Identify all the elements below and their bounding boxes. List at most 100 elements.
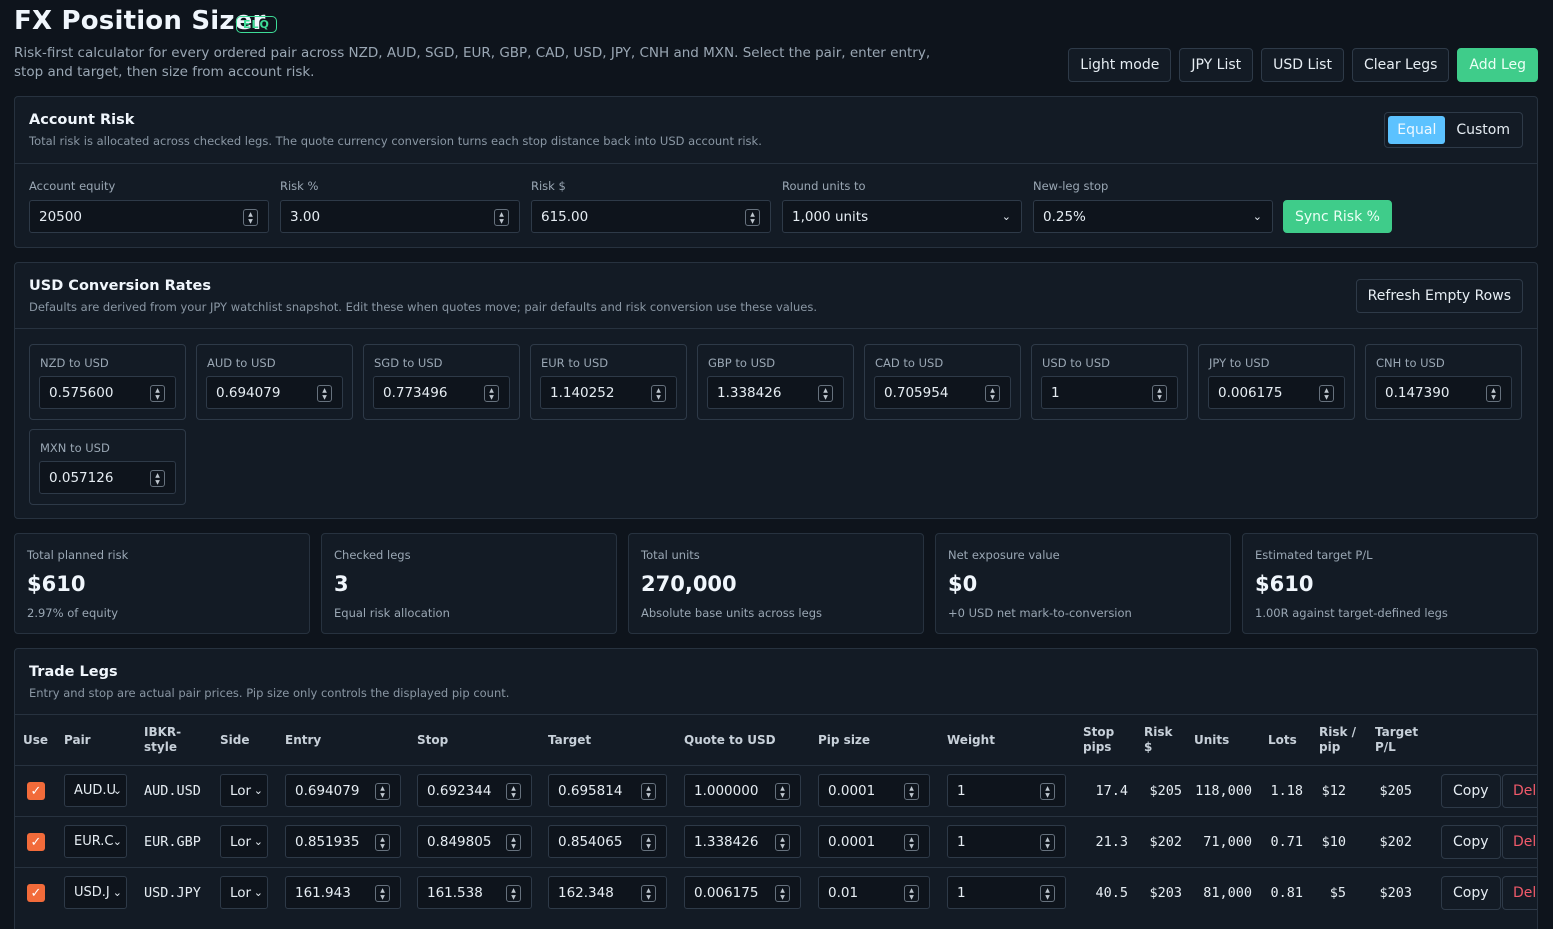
spinner-icon[interactable]: ▲ ▼ [150, 470, 165, 487]
target-pl-value: $205 [1379, 783, 1412, 799]
spinner-icon[interactable]: ▲ ▼ [775, 834, 790, 851]
copy-leg-button[interactable]: Copy [1441, 876, 1501, 910]
spinner-icon[interactable]: ▲ ▼ [641, 783, 656, 800]
spinner-icon[interactable]: ▲ ▼ [775, 885, 790, 902]
spinner-icon[interactable]: ▲ ▼ [375, 834, 390, 851]
target-input[interactable]: 0.695814 ▲ ▼ [548, 774, 667, 807]
col-risk-line1: Risk [1144, 725, 1173, 739]
spinner-icon[interactable]: ▲ ▼ [150, 385, 165, 402]
spinner-icon[interactable]: ▲ ▼ [1040, 834, 1055, 851]
rate-input-nzd[interactable]: 0.575600 ▲ ▼ [39, 376, 176, 409]
spinner-icon[interactable]: ▲ ▼ [818, 385, 833, 402]
weight-input[interactable]: 1 ▲ ▼ [947, 876, 1066, 909]
risk-usd-label: Risk $ [531, 179, 566, 193]
stat-label: Checked legs [334, 548, 411, 562]
stat-sub: +0 USD net mark-to-conversion [948, 606, 1132, 620]
spinner-icon[interactable]: ▲ ▼ [904, 834, 919, 851]
rate-input-gbp[interactable]: 1.338426 ▲ ▼ [707, 376, 844, 409]
stat-label: Total planned risk [27, 548, 129, 562]
rate-input-cad[interactable]: 0.705954 ▲ ▼ [874, 376, 1011, 409]
allocation-equal-button[interactable]: Equal [1388, 116, 1446, 144]
stop-input[interactable]: 161.538 ▲ ▼ [417, 876, 532, 909]
rate-input-aud[interactable]: 0.694079 ▲ ▼ [206, 376, 343, 409]
target-input[interactable]: 0.854065 ▲ ▼ [548, 825, 667, 858]
spinner-icon[interactable]: ▲ ▼ [985, 385, 1000, 402]
side-select[interactable]: Lor ⌄ [220, 774, 268, 807]
trade-legs-title: Trade Legs [29, 664, 118, 680]
equity-input[interactable]: 20500 ▲ ▼ [29, 200, 269, 233]
use-checkbox[interactable]: ✓ [27, 884, 45, 902]
spinner-icon[interactable]: ▲ ▼ [1486, 385, 1501, 402]
light-mode-button[interactable]: Light mode [1068, 48, 1172, 82]
risk-usd-spinner-icon[interactable]: ▲ ▼ [745, 209, 760, 226]
spinner-icon[interactable]: ▲ ▼ [651, 385, 666, 402]
spinner-icon[interactable]: ▲ ▼ [1040, 885, 1055, 902]
rate-input-mxn[interactable]: 0.057126 ▲ ▼ [39, 461, 176, 494]
spinner-icon[interactable]: ▲ ▼ [641, 834, 656, 851]
pair-select[interactable]: USD.J ⌄ [64, 876, 127, 909]
pair-select[interactable]: AUD.U ⌄ [64, 774, 127, 807]
spinner-icon[interactable]: ▲ ▼ [1040, 783, 1055, 800]
quote-usd-input[interactable]: 0.006175 ▲ ▼ [684, 876, 801, 909]
rate-card-jpy: JPY to USD 0.006175 ▲ ▼ [1198, 344, 1355, 420]
jpy-list-button[interactable]: JPY List [1179, 48, 1254, 82]
weight-input[interactable]: 1 ▲ ▼ [947, 774, 1066, 807]
side-select[interactable]: Lor ⌄ [220, 825, 268, 858]
rate-input-cnh[interactable]: 0.147390 ▲ ▼ [1375, 376, 1512, 409]
spinner-icon[interactable]: ▲ ▼ [641, 885, 656, 902]
spinner-icon[interactable]: ▲ ▼ [375, 783, 390, 800]
spinner-icon[interactable]: ▲ ▼ [506, 885, 521, 902]
target-input[interactable]: 162.348 ▲ ▼ [548, 876, 667, 909]
round-units-select[interactable]: 1,000 units ⌄ [782, 200, 1022, 233]
copy-leg-button[interactable]: Copy [1441, 774, 1501, 808]
pip-size-input[interactable]: 0.01 ▲ ▼ [818, 876, 930, 909]
use-checkbox[interactable]: ✓ [27, 833, 45, 851]
quote-usd-input[interactable]: 1.000000 ▲ ▼ [684, 774, 801, 807]
spinner-icon[interactable]: ▲ ▼ [1319, 385, 1334, 402]
equity-spinner-icon[interactable]: ▲ ▼ [243, 209, 258, 226]
risk-usd-input[interactable]: 615.00 ▲ ▼ [531, 200, 771, 233]
side-select[interactable]: Lor ⌄ [220, 876, 268, 909]
spinner-icon[interactable]: ▲ ▼ [375, 885, 390, 902]
use-checkbox[interactable]: ✓ [27, 782, 45, 800]
stop-input[interactable]: 0.849805 ▲ ▼ [417, 825, 532, 858]
pip-size-input[interactable]: 0.0001 ▲ ▼ [818, 825, 930, 858]
spinner-icon[interactable]: ▲ ▼ [904, 783, 919, 800]
pip-size-input[interactable]: 0.0001 ▲ ▼ [818, 774, 930, 807]
delete-leg-button[interactable]: Del [1502, 876, 1537, 910]
rate-input-sgd[interactable]: 0.773496 ▲ ▼ [373, 376, 510, 409]
add-leg-button[interactable]: Add Leg [1457, 48, 1538, 82]
usd-list-button[interactable]: USD List [1261, 48, 1344, 82]
refresh-empty-rows-button[interactable]: Refresh Empty Rows [1355, 279, 1523, 313]
rate-label: USD to USD [1042, 356, 1111, 370]
spinner-icon[interactable]: ▲ ▼ [506, 783, 521, 800]
col-risk: Risk $ [1144, 725, 1172, 755]
new-leg-stop-select[interactable]: 0.25% ⌄ [1033, 200, 1273, 233]
delete-leg-button[interactable]: Del [1502, 825, 1537, 859]
copy-leg-button[interactable]: Copy [1441, 825, 1501, 859]
rate-input-jpy[interactable]: 0.006175 ▲ ▼ [1208, 376, 1345, 409]
entry-input[interactable]: 161.943 ▲ ▼ [285, 876, 401, 909]
spinner-icon[interactable]: ▲ ▼ [904, 885, 919, 902]
spinner-icon[interactable]: ▲ ▼ [506, 834, 521, 851]
pair-select[interactable]: EUR.C ⌄ [64, 825, 127, 858]
delete-leg-button[interactable]: Del [1502, 774, 1537, 808]
sync-risk-button[interactable]: Sync Risk % [1283, 200, 1392, 233]
allocation-custom-button[interactable]: Custom [1456, 122, 1510, 138]
weight-input[interactable]: 1 ▲ ▼ [947, 825, 1066, 858]
spinner-icon[interactable]: ▲ ▼ [1152, 385, 1167, 402]
spinner-icon[interactable]: ▲ ▼ [484, 385, 499, 402]
stop-value: 161.538 [427, 884, 483, 901]
risk-pct-input[interactable]: 3.00 ▲ ▼ [280, 200, 520, 233]
rate-input-eur[interactable]: 1.140252 ▲ ▼ [540, 376, 677, 409]
entry-input[interactable]: 0.851935 ▲ ▼ [285, 825, 401, 858]
spinner-icon[interactable]: ▲ ▼ [317, 385, 332, 402]
spinner-icon[interactable]: ▲ ▼ [775, 783, 790, 800]
stat-label: Net exposure value [948, 548, 1060, 562]
quote-usd-input[interactable]: 1.338426 ▲ ▼ [684, 825, 801, 858]
risk-pct-spinner-icon[interactable]: ▲ ▼ [494, 209, 509, 226]
entry-input[interactable]: 0.694079 ▲ ▼ [285, 774, 401, 807]
stop-input[interactable]: 0.692344 ▲ ▼ [417, 774, 532, 807]
clear-legs-button[interactable]: Clear Legs [1351, 48, 1450, 82]
rate-input-usd[interactable]: 1 ▲ ▼ [1041, 376, 1178, 409]
